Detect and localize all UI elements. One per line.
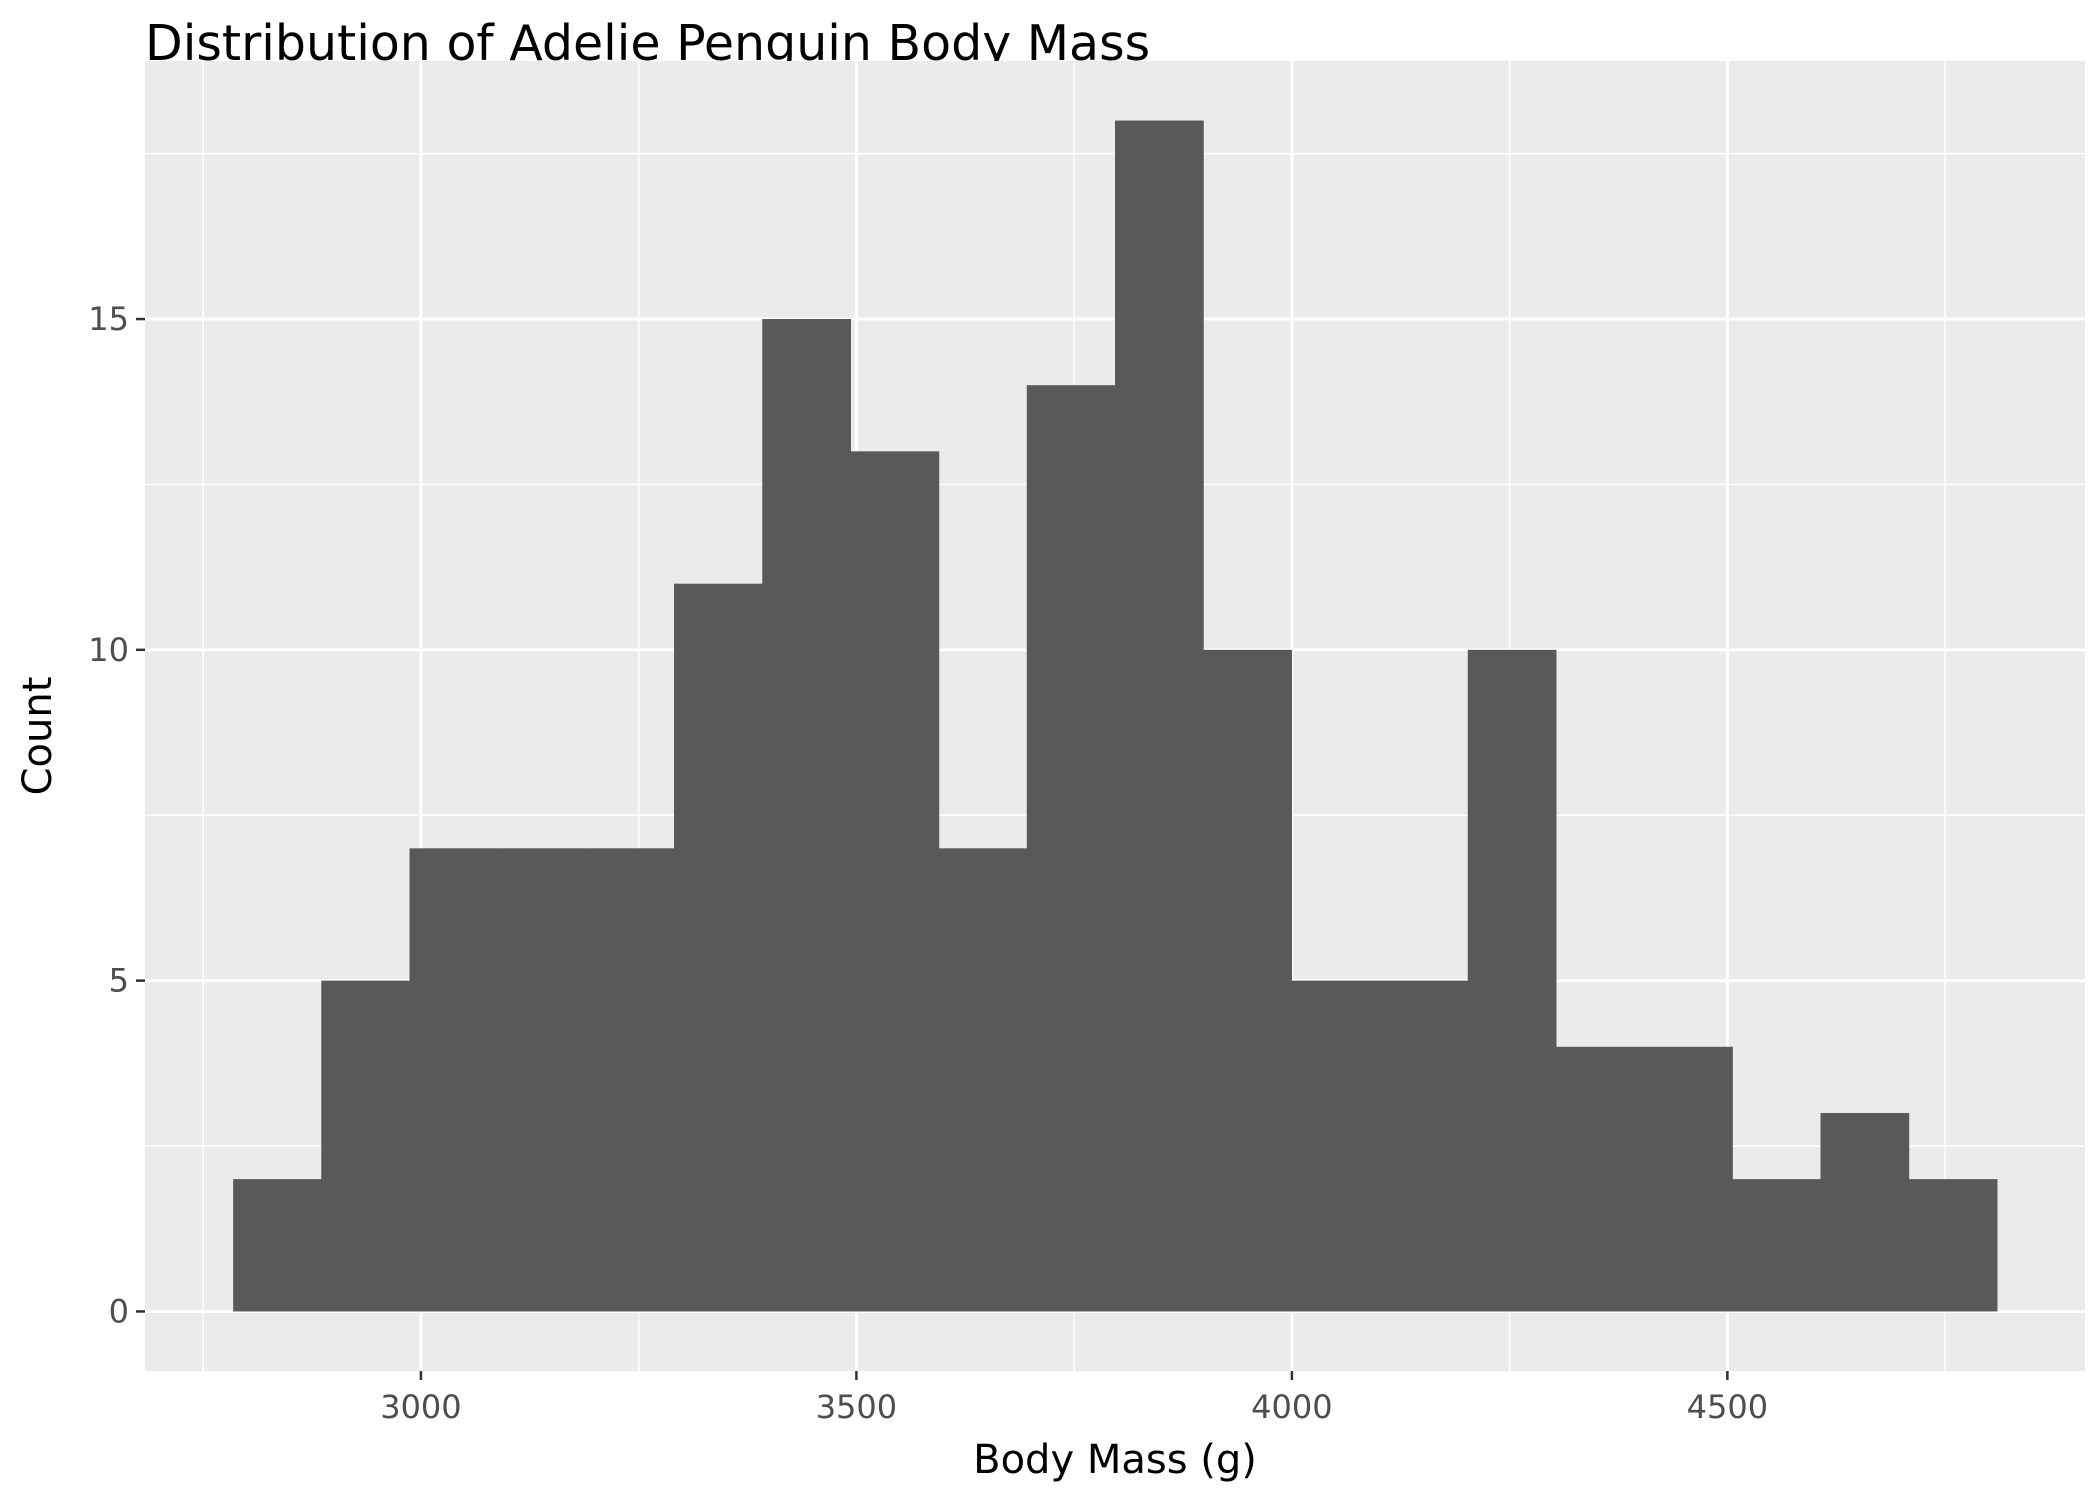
x-tick-label: 4000	[1251, 1388, 1332, 1426]
histogram-bar	[1379, 980, 1469, 1312]
histogram-bar	[1644, 1046, 1733, 1312]
x-tick-label: 3500	[816, 1388, 897, 1426]
histogram-bar	[938, 848, 1028, 1312]
x-tick-label: 3000	[380, 1388, 461, 1426]
y-axis-title: Count	[15, 677, 61, 796]
histogram-bar	[1908, 1179, 1998, 1312]
histogram-bar	[1467, 649, 1557, 1312]
histogram-bar	[1026, 385, 1116, 1312]
x-axis-title: Body Mass (g)	[973, 1437, 1257, 1483]
y-tick-label: 0	[109, 1292, 129, 1330]
histogram-bar	[409, 848, 499, 1312]
x-tick-label: 4500	[1687, 1388, 1768, 1426]
x-axis: 3000 3500 4000 4500	[380, 1371, 1768, 1426]
y-axis: 0 5 10 15	[88, 300, 145, 1330]
y-tick-label: 5	[109, 962, 129, 1000]
histogram-bar	[585, 848, 675, 1312]
histogram-bar	[321, 980, 411, 1312]
histogram-bar	[850, 451, 940, 1312]
histogram-bar	[1820, 1112, 1910, 1312]
histogram-bar	[674, 583, 763, 1312]
histogram-bar	[497, 848, 587, 1312]
histogram-bar	[1732, 1179, 1822, 1312]
histogram-bar	[233, 1179, 322, 1312]
histogram-bar	[1555, 1046, 1645, 1312]
y-tick-label: 10	[88, 631, 129, 669]
histogram-bars	[233, 120, 1998, 1312]
y-tick-label: 15	[88, 300, 129, 338]
histogram-bar	[1291, 980, 1381, 1312]
histogram-bar	[1115, 120, 1204, 1312]
histogram-bar	[1203, 649, 1292, 1312]
histogram-bar	[762, 319, 851, 1312]
